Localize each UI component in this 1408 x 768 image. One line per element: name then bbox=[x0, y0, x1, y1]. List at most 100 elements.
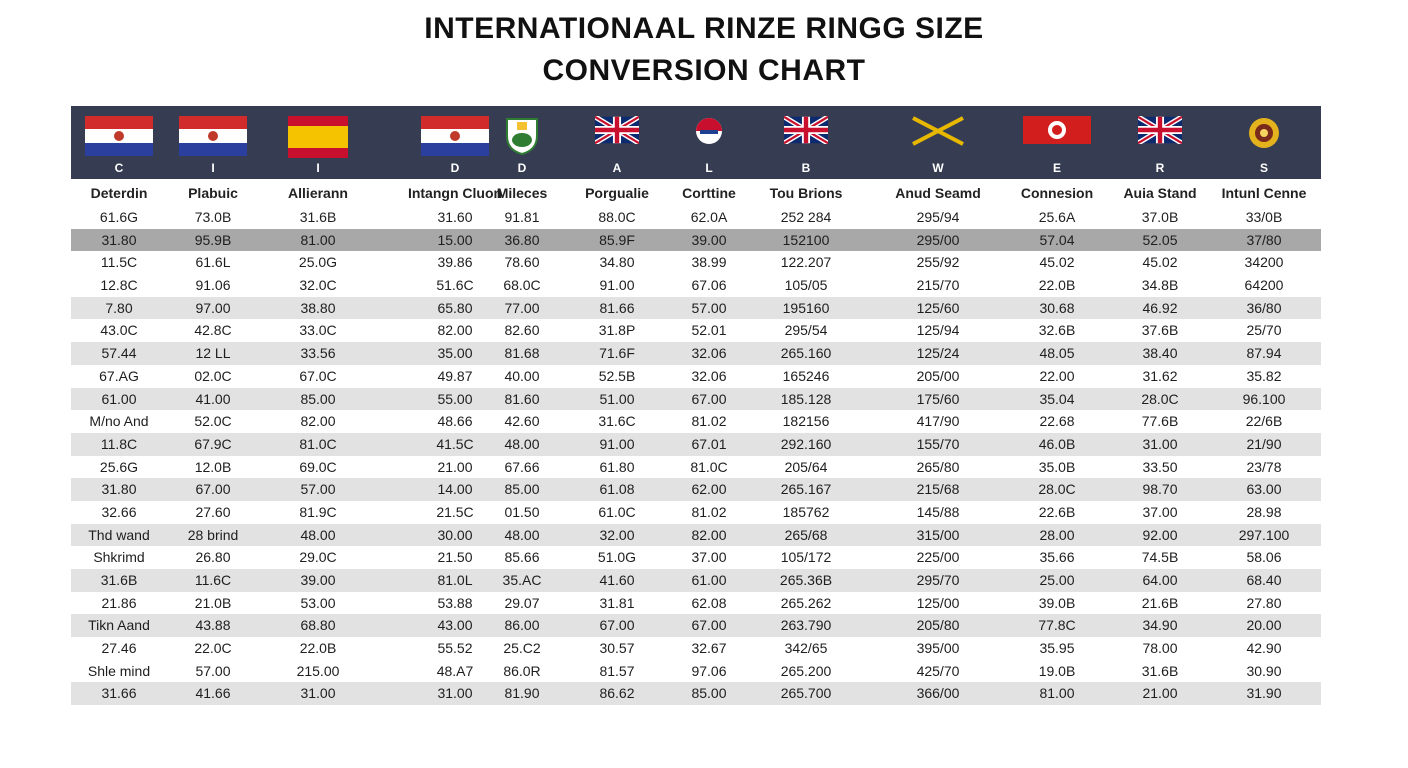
flag-letter: E bbox=[1052, 161, 1061, 175]
table-body: 61.6G 73.0B 31.6B 31.60 91.81 88.0C 62.0A 252 2… bbox=[71, 206, 1321, 706]
table-cell: 48.A7 bbox=[436, 662, 474, 679]
flag-column-7: B bbox=[766, 106, 846, 179]
table-cell: 205/80 bbox=[916, 617, 960, 634]
table-cell: 45.02 bbox=[1039, 254, 1075, 271]
table-cell: 175/60 bbox=[916, 390, 960, 407]
table-cell: 77.00 bbox=[504, 299, 540, 316]
flag-column-2: I bbox=[278, 106, 358, 179]
table-cell: 81.0C bbox=[690, 458, 728, 475]
table-cell: 31.00 bbox=[300, 685, 336, 702]
table-cell: 81.02 bbox=[691, 503, 727, 520]
flag-column-1: I bbox=[173, 106, 253, 179]
table-cell: 81.0C bbox=[299, 435, 337, 452]
flag-column-4: D bbox=[482, 106, 562, 179]
table-cell: 39.0B bbox=[1038, 594, 1076, 611]
table-cell: 31.6C bbox=[598, 413, 636, 430]
table-cell: 37/80 bbox=[1246, 231, 1282, 248]
table-cell: 417/90 bbox=[916, 413, 960, 430]
table-cell: 57.00 bbox=[691, 299, 727, 316]
table-cell: 195160 bbox=[782, 299, 830, 316]
table-cell: 91.81 bbox=[504, 209, 540, 225]
table-cell: 61.6L bbox=[195, 254, 231, 271]
table-cell: 22.0B bbox=[299, 640, 337, 657]
table-cell: 86.62 bbox=[599, 685, 635, 702]
table-cell: 01.50 bbox=[504, 503, 540, 520]
table-cell: 77.8C bbox=[1038, 617, 1076, 634]
table-cell: 51.6C bbox=[436, 277, 474, 294]
table-cell: 62.00 bbox=[691, 481, 727, 498]
table-cell: 22.0C bbox=[194, 640, 232, 657]
table-cell: 22.68 bbox=[1039, 413, 1075, 430]
table-cell: 39.86 bbox=[437, 254, 473, 271]
table-row: 21.86 21.0B 53.00 53.88 29.07 31.81 62.08 265.2… bbox=[71, 592, 1321, 615]
table-cell: 30.90 bbox=[1246, 662, 1282, 679]
flag-column-0: C bbox=[79, 106, 159, 179]
table-cell: 155/70 bbox=[916, 435, 960, 452]
table-cell: 7.80 bbox=[105, 299, 133, 316]
table-cell: 91.00 bbox=[599, 435, 635, 452]
table-cell: 125/24 bbox=[916, 345, 960, 362]
table-cell: 31.81 bbox=[599, 594, 635, 611]
table-cell: 215/68 bbox=[916, 481, 960, 498]
table-cell: 36/80 bbox=[1246, 299, 1282, 316]
column-header: Corttine bbox=[682, 185, 736, 201]
table-row: 31.6B 11.6C 39.00 81.0L 35.AC 41.60 61.00 265.3… bbox=[71, 569, 1321, 592]
table-cell: 32.67 bbox=[691, 640, 727, 657]
table-cell: 205/00 bbox=[916, 367, 960, 384]
table-cell: 81.68 bbox=[504, 345, 540, 362]
flag-letter: I bbox=[316, 161, 320, 175]
table-cell: 52.05 bbox=[1142, 231, 1178, 248]
table-cell: 42.90 bbox=[1246, 640, 1282, 657]
table-cell: 86.0R bbox=[503, 662, 541, 679]
table-cell: 68.0C bbox=[503, 277, 541, 294]
table-cell: 27.60 bbox=[195, 503, 231, 520]
column-header: Connesion bbox=[1020, 185, 1094, 201]
table-cell: 32.06 bbox=[691, 367, 727, 384]
table-cell: 65.80 bbox=[437, 299, 473, 316]
table-cell: 61.00 bbox=[101, 390, 137, 407]
table-cell: 35.0B bbox=[1038, 458, 1076, 475]
table-row: 43.0C 42.8C 33.0C 82.00 82.60 31.8P 52.01 295/5… bbox=[71, 319, 1321, 342]
table-cell: 62.0A bbox=[690, 209, 728, 225]
table-cell: 32.0C bbox=[299, 277, 337, 294]
table-cell: 67.00 bbox=[195, 481, 231, 498]
table-cell: 29.0C bbox=[299, 549, 337, 566]
flag-column-11: S bbox=[1224, 106, 1304, 179]
table-cell: 31.6B bbox=[1141, 662, 1179, 679]
table-cell: 67.00 bbox=[691, 390, 727, 407]
table-cell: 145/88 bbox=[916, 503, 960, 520]
table-cell: 37.0B bbox=[1141, 209, 1179, 225]
column-header: Allierann bbox=[288, 185, 348, 201]
table-cell: 57.44 bbox=[101, 345, 137, 362]
table-cell: 21.0B bbox=[194, 594, 232, 611]
table-cell: 43.88 bbox=[195, 617, 231, 634]
table-cell: 69.0C bbox=[299, 458, 337, 475]
table-cell: 91.00 bbox=[599, 277, 635, 294]
table-cell: 81.0L bbox=[437, 572, 473, 588]
table-cell: 425/70 bbox=[916, 662, 960, 679]
table-cell: 91.06 bbox=[195, 277, 231, 294]
column-header: Intangn Cluon bbox=[407, 185, 503, 201]
table-row: 67.AG 02.0C 67.0C 49.87 40.00 52.5B 32.06 16524… bbox=[71, 365, 1321, 388]
flag-letter: A bbox=[612, 161, 622, 175]
table-cell: 185762 bbox=[782, 503, 830, 520]
table-cell: 35.95 bbox=[1039, 640, 1075, 657]
table-cell: 11.8C bbox=[100, 435, 138, 452]
table-cell: 81.9C bbox=[299, 503, 337, 520]
table-cell: 25.0G bbox=[298, 254, 338, 271]
table-cell: 19.0B bbox=[1038, 662, 1076, 679]
table-cell: 61.00 bbox=[691, 572, 727, 588]
table-cell: 31.6B bbox=[100, 572, 138, 588]
table-cell: 27.80 bbox=[1246, 594, 1282, 611]
table-cell: 67.01 bbox=[691, 435, 727, 452]
table-cell: 86.00 bbox=[504, 617, 540, 634]
table-row: 31.66 41.66 31.00 31.00 81.90 86.62 85.00 265.7… bbox=[71, 682, 1321, 706]
table-cell: 45.02 bbox=[1142, 254, 1178, 271]
table-cell: 25/70 bbox=[1246, 322, 1282, 339]
table-cell: 97.06 bbox=[691, 662, 727, 679]
table-cell: 295/00 bbox=[916, 231, 960, 248]
table-cell: 265/68 bbox=[784, 526, 828, 543]
table-cell: 215.00 bbox=[296, 662, 340, 679]
table-cell: 37.00 bbox=[1142, 503, 1178, 520]
table-cell: 27.46 bbox=[101, 640, 137, 657]
